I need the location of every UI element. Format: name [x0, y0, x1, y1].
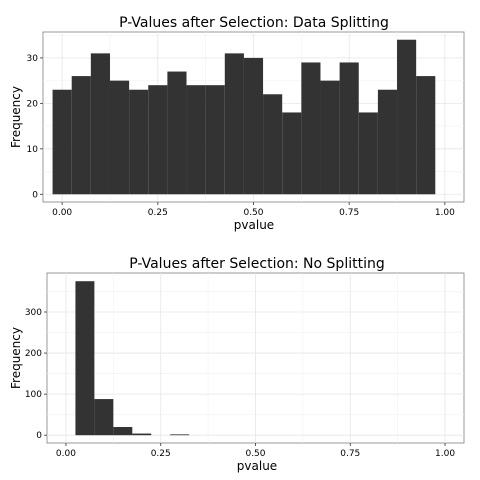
histogram-bar — [339, 62, 359, 195]
y-tick-label: 20 — [27, 99, 39, 109]
x-tick-label: 0.25 — [151, 449, 171, 459]
y-tick-label: 0 — [36, 431, 42, 441]
x-tick-label: 0.50 — [245, 449, 265, 459]
bars — [75, 281, 190, 436]
histogram-bar — [224, 53, 244, 195]
histogram-bar — [416, 76, 436, 195]
x-tick-label: 0.00 — [52, 208, 72, 218]
x-axis-ticks: 0.00 0.25 0.50 0.75 1.00 — [52, 202, 455, 218]
histogram-bar — [320, 80, 340, 195]
histogram-bar — [132, 433, 152, 436]
x-tick-label: 1.00 — [435, 449, 455, 459]
chart-title: P-Values after Selection: Data Splitting — [119, 15, 389, 31]
histogram-bar — [205, 85, 225, 195]
x-axis-title: pvalue — [234, 218, 274, 232]
histogram-bar — [170, 434, 190, 436]
bars — [52, 39, 436, 195]
y-axis-title: Frequency — [9, 327, 23, 389]
x-tick-label: 0.75 — [340, 449, 360, 459]
histogram-bar — [301, 62, 321, 195]
histogram-bar — [167, 71, 187, 195]
x-tick-label: 0.50 — [243, 208, 263, 218]
histogram-bar — [94, 399, 114, 436]
x-axis-title: pvalue — [237, 459, 277, 473]
histogram-bar — [129, 89, 149, 195]
x-tick-label: 0.25 — [148, 208, 168, 218]
y-axis-title: Frequency — [9, 86, 23, 148]
histogram-bar — [71, 76, 91, 195]
x-axis-ticks: 0.00 0.25 0.50 0.75 1.00 — [56, 443, 455, 459]
y-tick-label: 200 — [25, 349, 42, 359]
histogram-bar — [358, 112, 378, 195]
histogram-bar — [113, 426, 133, 436]
histogram-bar — [263, 94, 283, 195]
y-tick-label: 100 — [25, 390, 42, 400]
x-tick-label: 1.00 — [435, 208, 455, 218]
histogram-bar — [397, 39, 417, 195]
y-axis-ticks: 0 100 200 300 — [25, 308, 47, 441]
y-axis-ticks: 0 10 20 30 — [27, 54, 43, 200]
x-tick-label: 0.75 — [339, 208, 359, 218]
histogram-bar — [148, 85, 168, 195]
histogram-bar — [243, 57, 264, 195]
histogram-bar — [52, 89, 72, 195]
histogram-data-splitting: P-Values after Selection: Data Splitting… — [9, 15, 465, 232]
grid-lines — [47, 273, 464, 443]
histogram-no-splitting: P-Values after Selection: No Splitting 0… — [9, 256, 465, 473]
histogram-bar — [377, 89, 398, 195]
x-tick-label: 0.00 — [56, 449, 76, 459]
y-tick-label: 30 — [27, 54, 39, 64]
histogram-bar — [282, 112, 302, 195]
chart-title: P-Values after Selection: No Splitting — [129, 256, 384, 272]
histogram-bar — [75, 281, 95, 436]
y-tick-label: 0 — [32, 190, 38, 200]
histogram-bar — [186, 85, 206, 195]
histogram-bar — [90, 53, 110, 195]
y-tick-label: 300 — [25, 308, 42, 318]
histogram-bar — [109, 80, 130, 195]
y-tick-label: 10 — [27, 145, 39, 155]
